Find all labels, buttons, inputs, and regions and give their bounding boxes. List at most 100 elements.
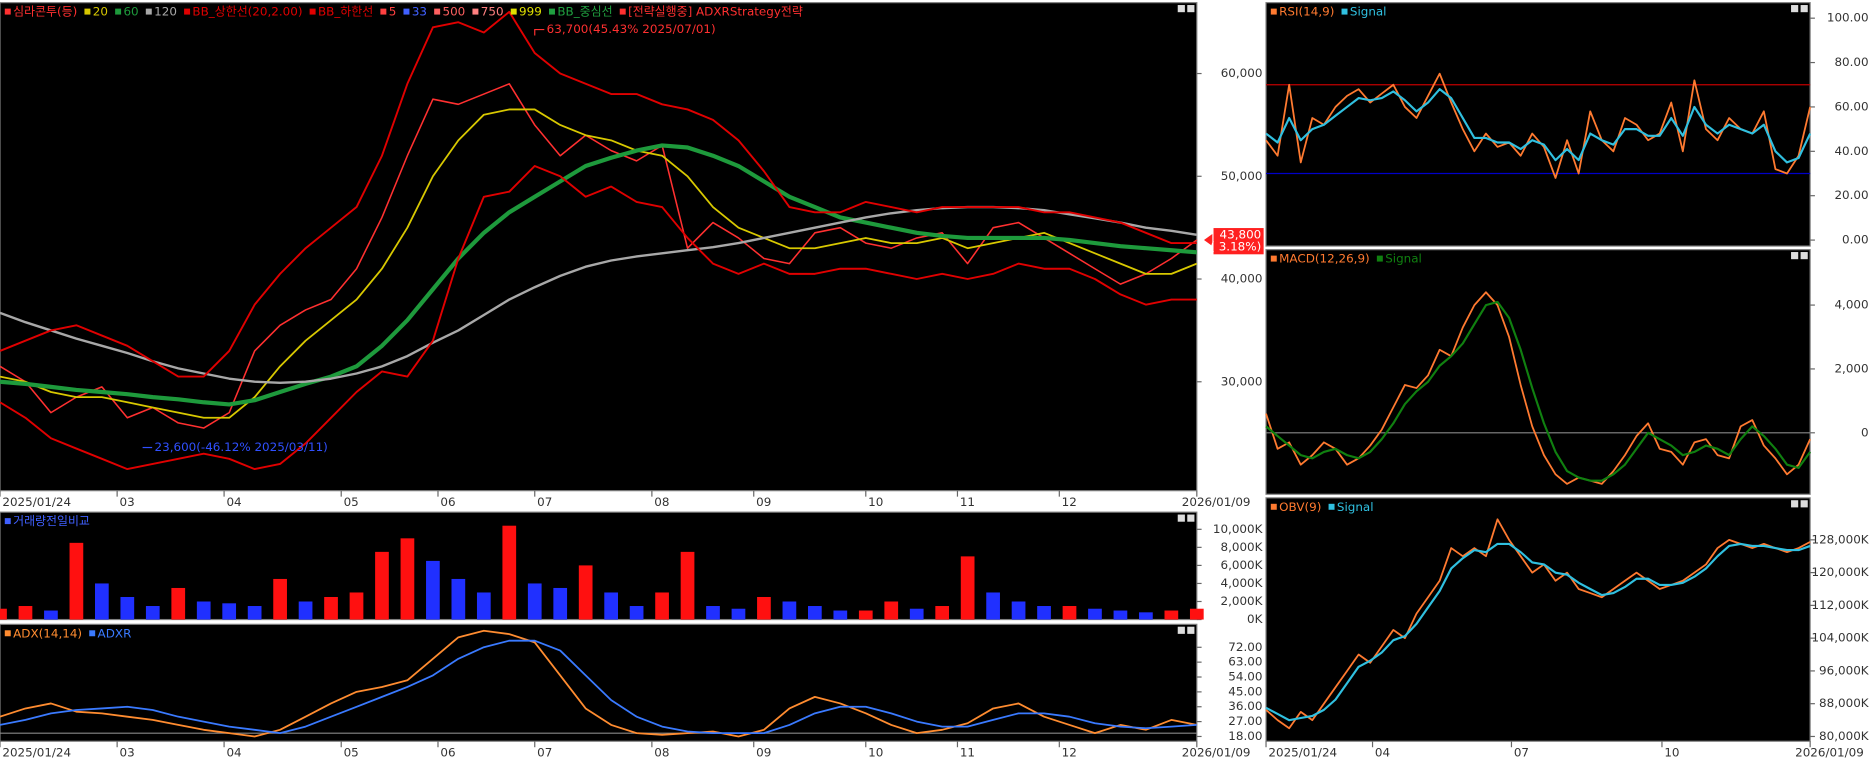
legend-label: 120 <box>154 5 177 19</box>
y-tick-label: 45.00 <box>1228 684 1262 698</box>
y-tick-label: 36.00 <box>1228 699 1262 713</box>
legend-label: 거래량전일비교 <box>13 514 90 528</box>
x-tick-label: 2025/01/24 <box>2 746 71 760</box>
legend-label: ADXR <box>98 626 132 640</box>
panel-button <box>1177 5 1185 13</box>
annotation-pointer <box>534 28 545 36</box>
volume-bar <box>145 606 160 620</box>
volume-bar <box>375 551 389 620</box>
legend-swatch <box>510 8 517 15</box>
legend-label: Signal <box>1337 500 1374 514</box>
legend-label: 5 <box>389 5 397 19</box>
y-tick-label: 100.00 <box>1827 11 1869 25</box>
y-tick-label: 80.00 <box>1834 55 1868 69</box>
legend-swatch <box>472 8 479 15</box>
legend-swatch <box>4 630 11 637</box>
volume-bar <box>527 583 542 620</box>
x-tick-label: 09 <box>756 746 771 760</box>
volume-bar <box>1088 608 1102 620</box>
panel-button <box>1187 514 1195 522</box>
annotation: 23,600(-46.12% 2025/03/11) <box>155 440 328 454</box>
legend-label: RSI(14,9) <box>1279 5 1334 19</box>
panel <box>0 2 1198 492</box>
volume-bar <box>222 603 237 620</box>
panel <box>1265 249 1811 495</box>
volume-bar <box>196 601 211 620</box>
series-line <box>0 83 1198 429</box>
y-tick-label: 54.00 <box>1228 670 1262 684</box>
volume-bar <box>120 596 135 620</box>
y-tick-label: 40,000 <box>1221 272 1263 286</box>
panel-button <box>1187 626 1195 634</box>
series-line <box>1265 518 1811 730</box>
x-tick-label: 05 <box>344 746 359 760</box>
legend-label: 999 <box>519 5 542 19</box>
x-tick-label: 2025/01/24 <box>2 495 71 509</box>
x-tick-label: 08 <box>654 495 669 509</box>
y-tick-label: 72.00 <box>1228 640 1262 654</box>
volume-bar <box>476 592 491 620</box>
volume-bar <box>909 608 924 620</box>
volume-bar <box>680 551 695 620</box>
x-tick-label: 10 <box>868 495 883 509</box>
y-tick-label: 88,000K <box>1819 696 1870 710</box>
volume-bar <box>451 578 466 620</box>
x-tick-label: 07 <box>1514 746 1529 760</box>
series-line <box>1265 72 1812 179</box>
x-tick-label: 11 <box>960 495 975 509</box>
legend-label: 20 <box>93 5 108 19</box>
legend-swatch <box>309 8 316 15</box>
volume-bar <box>18 606 33 620</box>
legend-swatch <box>1341 8 1348 15</box>
series-line <box>0 108 1198 419</box>
legend-label: MACD(12,26,9) <box>1279 252 1370 266</box>
y-tick-label: 96,000K <box>1819 663 1870 677</box>
legend-label: 심라콘투(등) <box>13 5 77 19</box>
legend-label: BB_상한선(20,2.00) <box>192 5 302 19</box>
x-tick-label: 2026/01/09 <box>1795 746 1864 760</box>
legend-label: ADX(14,14) <box>13 626 82 640</box>
panel <box>1265 497 1811 742</box>
legend-swatch <box>1376 255 1383 262</box>
legend-swatch <box>1270 503 1277 510</box>
y-tick-label: 4,000K <box>1220 576 1263 590</box>
volume-bar <box>1164 610 1179 620</box>
x-tick-label: 04 <box>1375 746 1390 760</box>
legend-label: BB_중심선 <box>557 5 612 19</box>
volume-bar <box>1037 606 1051 620</box>
y-tick-label: 80,000K <box>1819 729 1870 743</box>
volume-bar <box>1011 601 1026 620</box>
volume-bar <box>629 606 644 620</box>
volume-bar <box>553 587 568 620</box>
y-tick-label: 27.00 <box>1228 714 1262 728</box>
series-line <box>1265 88 1812 164</box>
legend-swatch <box>403 8 410 15</box>
x-tick-label: 06 <box>440 746 455 760</box>
y-tick-label: 60.00 <box>1834 99 1868 113</box>
legend-label: Signal <box>1350 5 1387 19</box>
panel-button <box>1800 252 1808 260</box>
y-tick-label: 50,000 <box>1221 169 1263 183</box>
x-tick-label: 04 <box>226 495 241 509</box>
volume-bar <box>960 556 975 620</box>
legend-swatch <box>145 8 152 15</box>
panel-button <box>1791 252 1799 260</box>
y-tick-label: 0K <box>1247 612 1264 626</box>
volume-bar <box>0 608 7 620</box>
series-line <box>1265 300 1812 482</box>
legend-swatch <box>184 8 191 15</box>
volume-bar <box>757 596 771 620</box>
volume-bar <box>1113 610 1128 620</box>
x-tick-label: 2025/01/24 <box>1268 746 1337 760</box>
legend-label: [전략실행중] ADXRStrategy전략 <box>628 5 803 19</box>
legend-label: 500 <box>443 5 466 19</box>
x-tick-label: 04 <box>226 746 241 760</box>
legend-label: BB_하한선 <box>318 5 373 19</box>
volume-bar <box>171 587 186 620</box>
volume-bar <box>349 592 364 620</box>
series-line <box>0 639 1197 735</box>
y-tick-label: 0.00 <box>1842 233 1869 247</box>
volume-bar <box>578 565 593 620</box>
x-tick-label: 2026/01/09 <box>1182 746 1251 760</box>
